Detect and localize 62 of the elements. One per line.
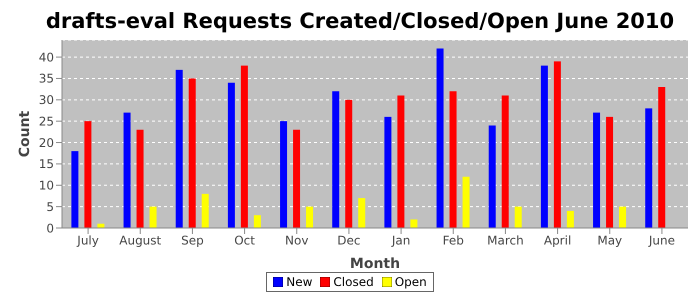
bar bbox=[658, 87, 666, 228]
bar bbox=[202, 194, 209, 228]
x-axis-title: Month bbox=[350, 256, 400, 272]
y-tick-label: 20 bbox=[38, 136, 54, 150]
bar bbox=[71, 151, 78, 228]
x-tick-label: Jan bbox=[390, 234, 410, 248]
bar bbox=[554, 61, 561, 228]
bar bbox=[124, 112, 131, 228]
bar bbox=[450, 91, 457, 228]
bar bbox=[593, 112, 600, 228]
x-tick-label: July bbox=[76, 234, 99, 248]
x-tick-label: Nov bbox=[285, 234, 308, 248]
y-tick-label: 25 bbox=[38, 114, 54, 128]
bar bbox=[136, 130, 144, 228]
bar bbox=[462, 176, 470, 228]
chart-title: drafts-eval Requests Created/Closed/Open June 2010 bbox=[44, 8, 676, 34]
bar bbox=[84, 121, 92, 228]
x-tick-label: May bbox=[597, 234, 622, 248]
bar bbox=[254, 215, 261, 228]
bar bbox=[228, 82, 235, 228]
bar bbox=[397, 96, 404, 228]
bar bbox=[240, 66, 248, 228]
bar bbox=[176, 70, 183, 228]
x-tick-label: March bbox=[487, 234, 524, 248]
bar bbox=[150, 206, 157, 228]
bar bbox=[514, 206, 522, 228]
bar bbox=[619, 206, 626, 228]
x-tick-label: April bbox=[544, 234, 572, 248]
bar bbox=[488, 125, 496, 228]
x-tick-label: Sep bbox=[181, 234, 204, 248]
legend-label: Closed bbox=[332, 275, 374, 289]
y-tick-label: 35 bbox=[38, 72, 54, 86]
bar bbox=[436, 48, 444, 228]
y-tick-label: 40 bbox=[38, 50, 54, 64]
bar bbox=[188, 78, 196, 228]
bar bbox=[410, 219, 418, 228]
legend-label: New bbox=[285, 275, 312, 289]
bar bbox=[306, 206, 314, 228]
bar bbox=[384, 116, 392, 228]
y-tick-label: 30 bbox=[38, 93, 54, 108]
bar bbox=[540, 66, 548, 228]
legend-label: Open bbox=[394, 275, 427, 289]
bar bbox=[97, 224, 104, 228]
bar bbox=[358, 198, 366, 228]
y-tick-label: 5 bbox=[46, 200, 54, 214]
bar bbox=[293, 130, 300, 228]
x-tick-label: Dec bbox=[337, 234, 361, 248]
x-tick-label: June bbox=[648, 234, 675, 248]
x-tick-label: Feb bbox=[442, 234, 464, 248]
bar bbox=[502, 96, 509, 228]
bar bbox=[345, 100, 352, 228]
y-tick-label: 10 bbox=[38, 178, 54, 193]
bar bbox=[332, 91, 340, 228]
bar bbox=[280, 121, 288, 228]
y-tick-label: 15 bbox=[38, 157, 54, 172]
y-tick-label: 0 bbox=[46, 221, 54, 236]
bar bbox=[606, 116, 614, 228]
x-tick-label: Oct bbox=[234, 234, 256, 248]
bar bbox=[566, 210, 574, 228]
y-axis-title: Count bbox=[16, 110, 33, 158]
bar bbox=[645, 108, 652, 228]
x-tick-label: August bbox=[119, 234, 162, 248]
